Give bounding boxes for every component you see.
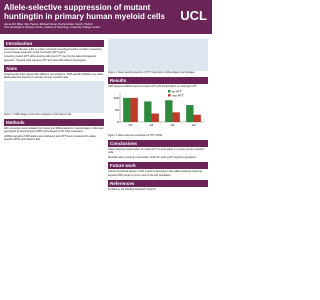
paragraph: Huntington's disease (HD) is a fatal, in…	[4, 48, 102, 55]
figure-image	[108, 39, 208, 71]
y-tick-label: 50	[115, 108, 119, 112]
legend-label: wt HTT	[172, 90, 182, 94]
x-tick-label: si3	[192, 123, 196, 127]
header: Allele-selective suppression of mutant h…	[0, 0, 212, 34]
figure-caption: Figure 1. SNP linkage to the CAG expansi…	[4, 113, 72, 117]
affiliation: UCL Huntington's Disease Centre, Institu…	[4, 26, 101, 29]
acknowledgements: Funded by the Medical Research Council	[108, 188, 156, 192]
bar	[193, 114, 201, 123]
paragraph: Targeting the CAG repeat with siRNA is n…	[4, 72, 104, 80]
paragraph: HD monocytes were isolated from blood an…	[4, 127, 104, 134]
paragraph: Allele-selective suppression of mutant H…	[108, 148, 204, 155]
x-tick-label: si1	[150, 123, 154, 127]
bar	[186, 105, 194, 123]
section-heading: References	[108, 180, 208, 188]
legend-swatch	[168, 94, 171, 97]
bar	[130, 98, 138, 123]
bar	[165, 100, 173, 123]
left-column: Introduction Huntington's disease (HD) is…	[4, 37, 104, 142]
bar	[172, 112, 180, 123]
figure-caption: Figure 3. Allele-selective knockdown of …	[108, 134, 163, 138]
paragraph: Lowering mutant HTT while sparing wild-t…	[4, 55, 97, 62]
section-heading: Methods	[4, 119, 104, 127]
section-heading: Aims	[4, 64, 104, 72]
x-tick-label: si2	[171, 123, 175, 127]
legend-swatch	[168, 90, 171, 93]
poster: Allele-selective suppression of mutant h…	[0, 0, 212, 192]
section-heading: Introduction	[4, 40, 104, 47]
author-list: James RC Miller, Kitty Pearce, Michael F…	[4, 23, 93, 26]
paragraph: Assess functional rescue of HD myeloid p…	[108, 169, 203, 173]
paragraph: siRNAs targeting SNP alleles were delive…	[4, 134, 97, 141]
section-heading: Future work	[108, 161, 208, 169]
bar	[144, 101, 152, 123]
section-heading: Results	[108, 77, 208, 84]
authors: James RC Miller, Kitty Pearce, Michael F…	[4, 23, 174, 29]
title: Allele-selective suppression of mutant h…	[4, 3, 165, 21]
bar	[123, 98, 131, 123]
paragraph: SNP-targeted siRNA lowered mutant HTT wi…	[108, 85, 198, 88]
section-heading: Conclusions	[108, 140, 208, 148]
y-tick-label: 100	[113, 96, 118, 100]
legend-label: mut HTT	[172, 94, 184, 98]
paragraph: Myeloid cells provide an accessible mode…	[108, 155, 197, 159]
logo: UCL	[180, 8, 207, 23]
x-tick-label: NT	[129, 123, 133, 127]
bar	[151, 113, 159, 123]
figure-image	[4, 81, 104, 114]
right-column: Figure 2. Allele-specific detection of H…	[108, 37, 208, 192]
figure-caption: Figure 2. Allele-specific detection of H…	[108, 71, 196, 74]
paragraph: Expand SNP panel to cover more of the HD…	[108, 174, 172, 178]
y-tick-label: 0	[117, 120, 119, 124]
